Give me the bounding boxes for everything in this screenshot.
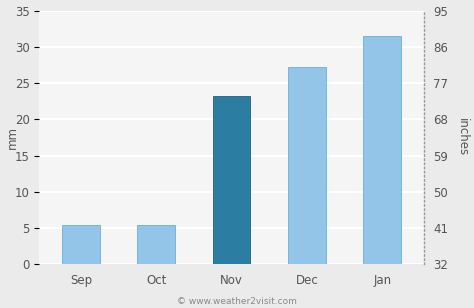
Text: © www.weather2visit.com: © www.weather2visit.com bbox=[177, 298, 297, 306]
Bar bbox=[364, 36, 401, 264]
Bar bbox=[62, 225, 100, 264]
Bar bbox=[137, 225, 175, 264]
Y-axis label: inches: inches bbox=[456, 118, 468, 156]
Bar bbox=[213, 96, 250, 264]
Y-axis label: mm: mm bbox=[6, 126, 18, 149]
Bar bbox=[288, 67, 326, 264]
